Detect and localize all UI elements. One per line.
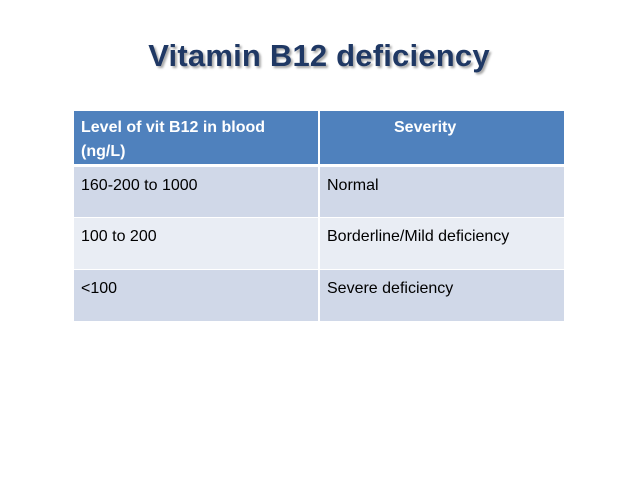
- page-title: Vitamin B12 deficiency: [148, 38, 490, 73]
- cell-level: 100 to 200: [74, 217, 319, 270]
- cell-severity: Normal: [318, 165, 564, 218]
- table-row: <100 Severe deficiency: [74, 269, 564, 322]
- cell-severity: Borderline/Mild deficiency: [318, 217, 564, 270]
- cell-severity: Severe deficiency: [318, 269, 564, 322]
- header-level: Level of vit B12 in blood (ng/L): [74, 111, 319, 167]
- table-row: 100 to 200 Borderline/Mild deficiency: [74, 217, 564, 270]
- table-header-row: Level of vit B12 in blood (ng/L) Severit…: [74, 111, 564, 167]
- header-severity: Severity: [318, 111, 564, 167]
- table-row: 160-200 to 1000 Normal: [74, 165, 564, 218]
- b12-levels-table: Level of vit B12 in blood (ng/L) Severit…: [74, 111, 564, 322]
- cell-level: 160-200 to 1000: [74, 165, 319, 218]
- cell-level: <100: [74, 269, 319, 322]
